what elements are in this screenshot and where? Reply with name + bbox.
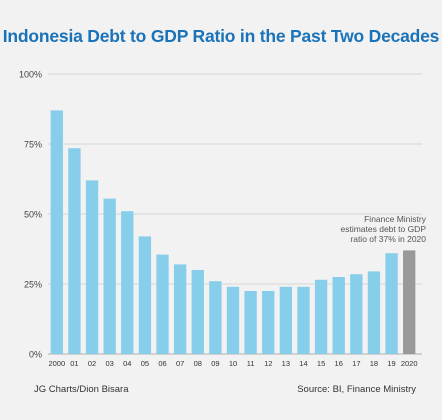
annotation-line: estimates debt to GDP [340, 224, 426, 234]
bar [138, 236, 152, 354]
x-tick-label: 05 [141, 359, 149, 368]
x-tick-label: 15 [317, 359, 325, 368]
chart-title: Indonesia Debt to GDP Ratio in the Past … [2, 26, 440, 46]
x-tick-label: 18 [370, 359, 378, 368]
chart-credit: JG Charts/Dion Bisara [34, 384, 129, 395]
x-tick-label: 14 [299, 359, 307, 368]
bar [262, 291, 275, 354]
bar [209, 281, 222, 354]
bar [385, 253, 398, 354]
bar [50, 110, 63, 355]
x-tick-label: 01 [70, 359, 78, 368]
y-tick-label: 25% [24, 280, 42, 290]
bar [191, 270, 204, 354]
bar [297, 286, 310, 354]
bar [226, 286, 240, 354]
x-tick-label: 03 [105, 359, 113, 368]
x-tick-label: 07 [176, 359, 184, 368]
x-tick-label: 2000 [48, 359, 65, 368]
bar [244, 291, 257, 354]
bar [332, 277, 345, 354]
x-tick-label: 17 [352, 359, 360, 368]
annotation-line: Finance Ministry [364, 214, 427, 224]
bar [279, 286, 293, 354]
bar [350, 274, 363, 354]
x-tick-label: 10 [229, 359, 237, 368]
x-tick-label: 2020 [401, 359, 418, 368]
x-tick-label: 11 [247, 359, 255, 368]
bar-highlight [403, 250, 416, 354]
x-tick-label: 04 [123, 359, 131, 368]
x-tick-label: 08 [194, 359, 202, 368]
y-tick-label: 0% [29, 350, 42, 360]
y-tick-label: 100% [19, 70, 42, 80]
bar [103, 198, 116, 354]
bar [85, 180, 99, 354]
y-tick-label: 75% [24, 140, 42, 150]
x-tick-label: 16 [335, 359, 343, 368]
x-tick-label: 19 [387, 359, 395, 368]
x-tick-label: 13 [282, 359, 290, 368]
x-tick-label: 12 [264, 359, 272, 368]
y-tick-label: 50% [24, 210, 42, 220]
x-tick-label: 06 [158, 359, 166, 368]
bar [314, 279, 328, 354]
x-tick-label: 09 [211, 359, 219, 368]
bar [173, 264, 187, 354]
bar [156, 254, 169, 354]
x-tick-label: 02 [88, 359, 96, 368]
bar [121, 211, 134, 354]
chart-source: Source: BI, Finance Ministry [297, 384, 416, 395]
annotation-line: ratio of 37% in 2020 [350, 234, 426, 244]
bar [68, 148, 81, 354]
bar [367, 271, 381, 354]
